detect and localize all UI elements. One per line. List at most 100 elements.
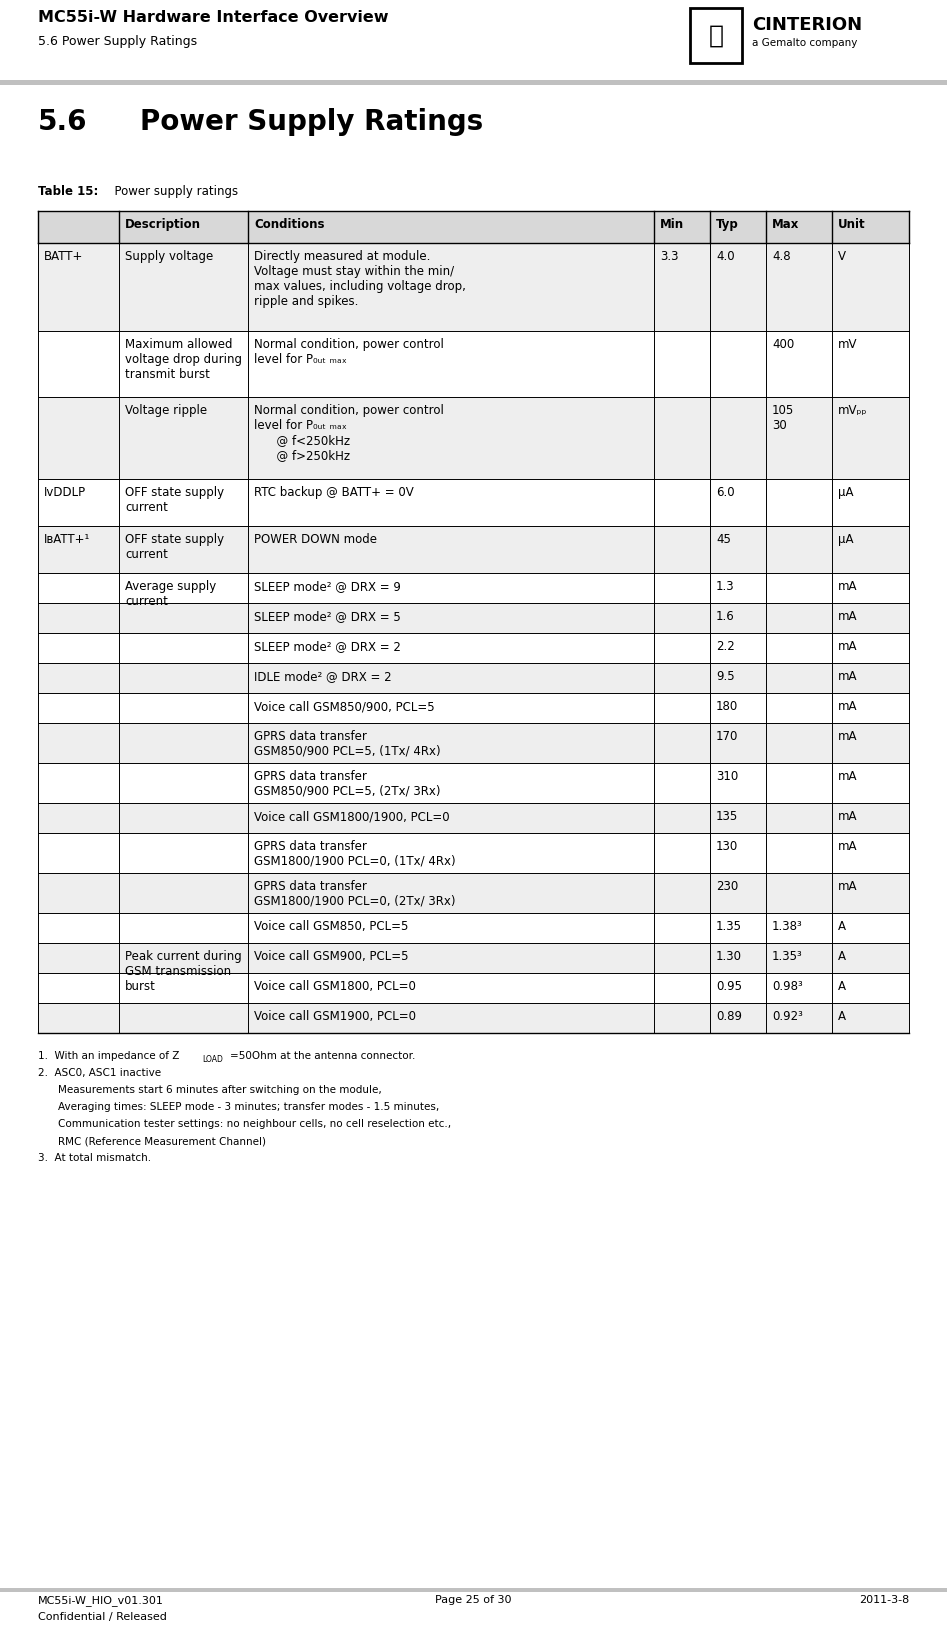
Text: 0.92³: 0.92³ — [772, 1009, 803, 1022]
Text: Min: Min — [660, 218, 684, 231]
Text: 1.35: 1.35 — [716, 919, 742, 933]
Text: Conditions: Conditions — [254, 218, 325, 231]
Text: 5.6: 5.6 — [38, 108, 87, 136]
Text: mVₚₚ: mVₚₚ — [838, 404, 867, 417]
Text: 1.  With an impedance of Z: 1. With an impedance of Z — [38, 1050, 179, 1062]
Text: 135: 135 — [716, 810, 739, 823]
Text: mA: mA — [838, 810, 857, 823]
Text: Directly measured at module.
Voltage must stay within the min/
max values, inclu: Directly measured at module. Voltage mus… — [254, 250, 466, 308]
Text: OFF state supply
current: OFF state supply current — [125, 486, 224, 514]
Text: POWER DOWN mode: POWER DOWN mode — [254, 533, 377, 546]
Bar — [38, 833, 909, 874]
Text: 0.95: 0.95 — [716, 980, 742, 993]
Text: GPRS data transfer
GSM850/900 PCL=5, (2Tx/ 3Rx): GPRS data transfer GSM850/900 PCL=5, (2T… — [254, 771, 440, 798]
Text: 5.6 Power Supply Ratings: 5.6 Power Supply Ratings — [38, 34, 197, 47]
Bar — [38, 913, 909, 942]
Text: Typ: Typ — [716, 218, 739, 231]
Text: OFF state supply
current: OFF state supply current — [125, 533, 224, 561]
Text: GPRS data transfer
GSM1800/1900 PCL=0, (1Tx/ 4Rx): GPRS data transfer GSM1800/1900 PCL=0, (… — [254, 839, 456, 869]
Text: V: V — [838, 250, 846, 263]
Bar — [38, 604, 909, 633]
Text: Table 15:: Table 15: — [38, 185, 98, 198]
Bar — [38, 398, 909, 479]
Text: 230: 230 — [716, 880, 739, 893]
Bar — [38, 573, 909, 604]
Text: mA: mA — [838, 839, 857, 852]
Text: mA: mA — [838, 730, 857, 743]
Bar — [38, 762, 909, 803]
Text: 310: 310 — [716, 771, 739, 784]
Text: A: A — [838, 919, 846, 933]
Text: MC55i-W Hardware Interface Overview: MC55i-W Hardware Interface Overview — [38, 10, 388, 25]
Bar — [38, 244, 909, 330]
Text: Supply voltage: Supply voltage — [125, 250, 213, 263]
Text: 2.2: 2.2 — [716, 640, 735, 653]
Text: Confidential / Released: Confidential / Released — [38, 1611, 167, 1621]
Text: 130: 130 — [716, 839, 739, 852]
Text: A: A — [838, 1009, 846, 1022]
Text: 1.30: 1.30 — [716, 951, 742, 964]
Bar — [38, 663, 909, 694]
Text: RTC backup @ BATT+ = 0V: RTC backup @ BATT+ = 0V — [254, 486, 414, 499]
Text: Peak current during
GSM transmission
burst: Peak current during GSM transmission bur… — [125, 951, 241, 993]
Text: Voltage ripple: Voltage ripple — [125, 404, 207, 417]
Bar — [690, 8, 742, 64]
Text: IDLE mode² @ DRX = 2: IDLE mode² @ DRX = 2 — [254, 671, 392, 682]
Text: Unit: Unit — [838, 218, 866, 231]
Text: 1.3: 1.3 — [716, 581, 735, 592]
Bar — [38, 803, 909, 833]
Text: a Gemalto company: a Gemalto company — [752, 38, 857, 47]
Text: 1.38³: 1.38³ — [772, 919, 803, 933]
Text: 0.98³: 0.98³ — [772, 980, 803, 993]
Text: Description: Description — [125, 218, 201, 231]
Text: MC55i-W_HIO_v01.301: MC55i-W_HIO_v01.301 — [38, 1595, 164, 1607]
Bar — [38, 330, 909, 398]
Text: Voice call GSM900, PCL=5: Voice call GSM900, PCL=5 — [254, 951, 408, 964]
Text: IʙATT+¹: IʙATT+¹ — [44, 533, 90, 546]
Text: 3.  At total mismatch.: 3. At total mismatch. — [38, 1153, 152, 1163]
Text: Power supply ratings: Power supply ratings — [107, 185, 238, 198]
Text: 1.6: 1.6 — [716, 610, 735, 623]
Text: 2.  ASC0, ASC1 inactive: 2. ASC0, ASC1 inactive — [38, 1068, 161, 1078]
Text: Voice call GSM1800, PCL=0: Voice call GSM1800, PCL=0 — [254, 980, 416, 993]
Text: μA: μA — [838, 533, 853, 546]
Text: 45: 45 — [716, 533, 731, 546]
Text: mA: mA — [838, 880, 857, 893]
Text: CINTERION: CINTERION — [752, 16, 862, 34]
Text: Average supply
current: Average supply current — [125, 581, 216, 609]
Text: Page 25 of 30: Page 25 of 30 — [436, 1595, 511, 1605]
Text: Voice call GSM850/900, PCL=5: Voice call GSM850/900, PCL=5 — [254, 700, 435, 713]
Text: 170: 170 — [716, 730, 739, 743]
Text: RMC (Reference Measurement Channel): RMC (Reference Measurement Channel) — [58, 1135, 266, 1145]
Bar — [38, 942, 909, 973]
Bar — [38, 723, 909, 762]
Bar — [38, 874, 909, 913]
Text: Measurements start 6 minutes after switching on the module,: Measurements start 6 minutes after switc… — [58, 1085, 382, 1094]
Text: 2011-3-8: 2011-3-8 — [859, 1595, 909, 1605]
Text: Voice call GSM850, PCL=5: Voice call GSM850, PCL=5 — [254, 919, 408, 933]
Text: ⦾: ⦾ — [708, 23, 724, 47]
Bar — [0, 1589, 947, 1592]
Text: 400: 400 — [772, 339, 795, 352]
Text: 105
30: 105 30 — [772, 404, 795, 432]
Text: Power Supply Ratings: Power Supply Ratings — [140, 108, 483, 136]
Text: 180: 180 — [716, 700, 739, 713]
Text: mA: mA — [838, 671, 857, 682]
Text: 3.3: 3.3 — [660, 250, 678, 263]
Text: Max: Max — [772, 218, 799, 231]
Text: Normal condition, power control
level for P₀ᵤₜ ₘₐₓ
      @ f<250kHz
      @ f>25: Normal condition, power control level fo… — [254, 404, 444, 461]
Text: IᴠDDLP: IᴠDDLP — [44, 486, 86, 499]
Bar — [38, 211, 909, 244]
Text: BATT+: BATT+ — [44, 250, 83, 263]
Text: LOAD: LOAD — [202, 1055, 223, 1063]
Text: 9.5: 9.5 — [716, 671, 735, 682]
Bar — [38, 527, 909, 573]
Bar — [38, 633, 909, 663]
Text: Communication tester settings: no neighbour cells, no cell reselection etc.,: Communication tester settings: no neighb… — [58, 1119, 451, 1129]
Text: μA: μA — [838, 486, 853, 499]
Bar — [0, 80, 947, 85]
Text: mA: mA — [838, 771, 857, 784]
Bar — [38, 973, 909, 1003]
Bar — [0, 0, 947, 80]
Text: Normal condition, power control
level for P₀ᵤₜ ₘₐₓ: Normal condition, power control level fo… — [254, 339, 444, 366]
